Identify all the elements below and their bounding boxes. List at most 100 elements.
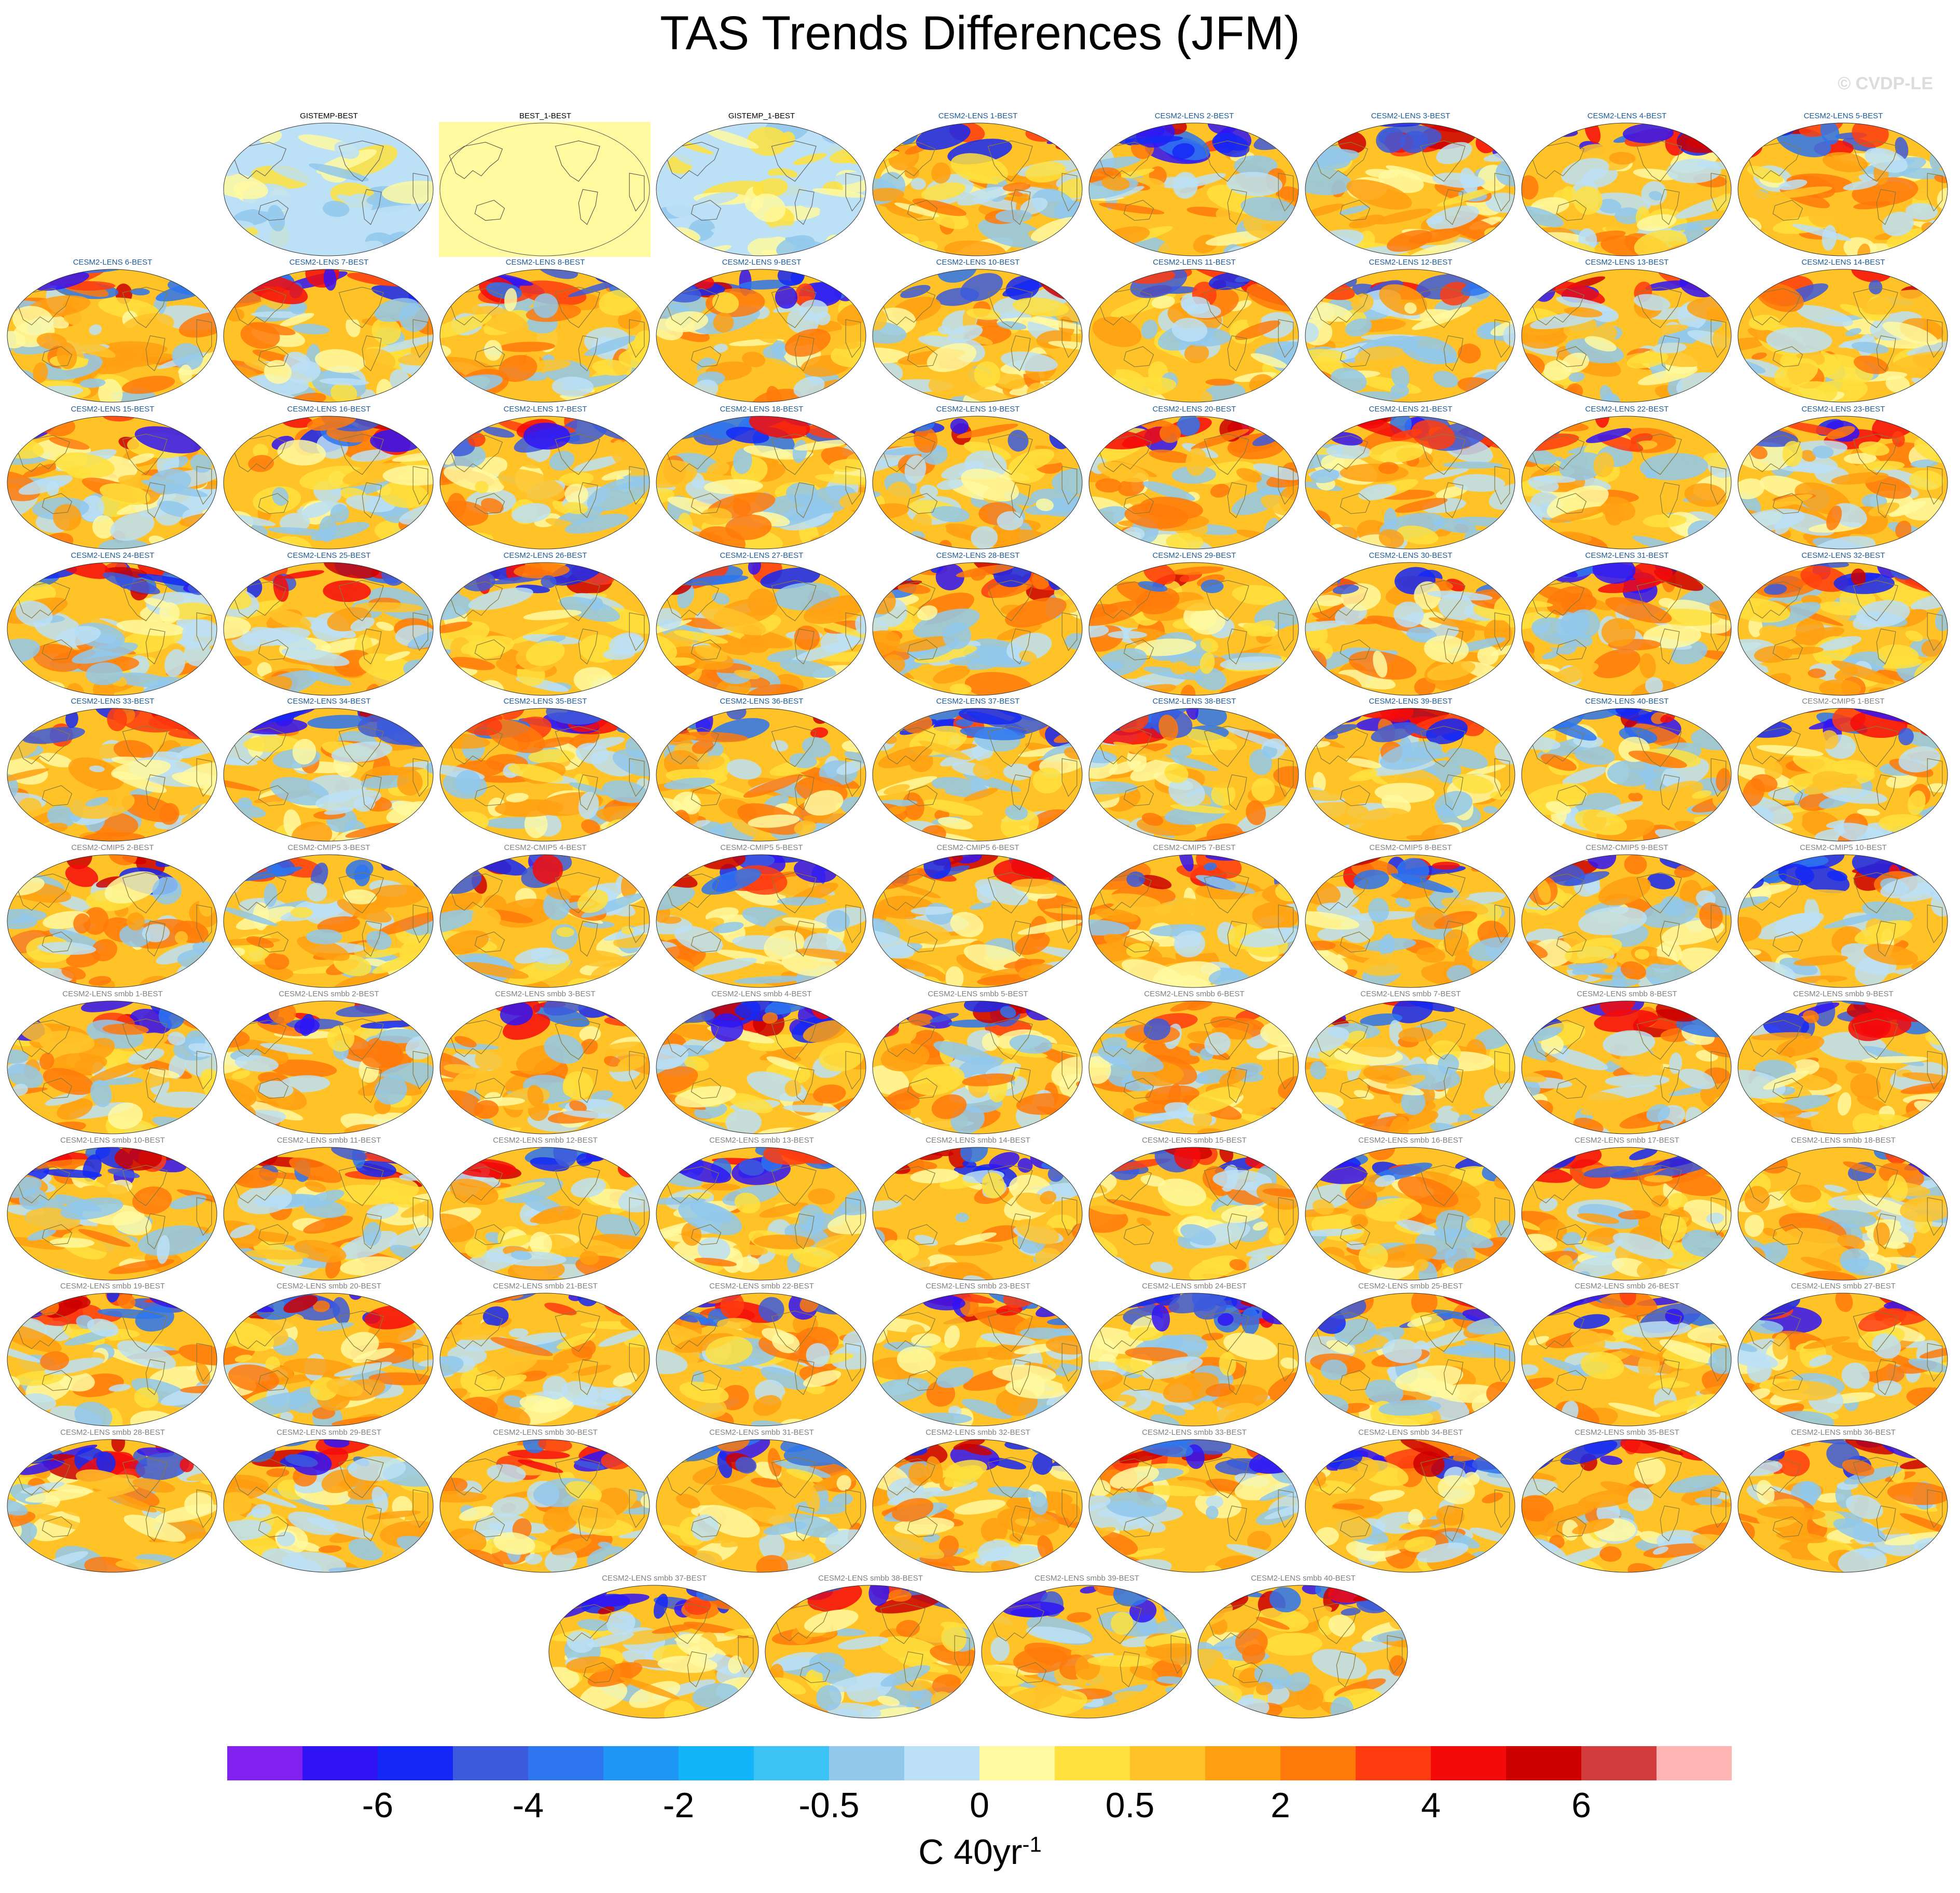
- coastline: [1207, 1604, 1261, 1641]
- coastline: [665, 873, 720, 911]
- coastline: [1011, 1067, 1031, 1103]
- panel-title: GISTEMP_1-BEST: [728, 112, 795, 120]
- units-text: C 40yr: [918, 1832, 1023, 1872]
- coastline: [362, 921, 382, 957]
- colorbar-box: [1431, 1746, 1506, 1780]
- coastline: [16, 1020, 71, 1057]
- panel-title: CESM2-LENS 37-BEST: [936, 697, 1020, 706]
- panel-title: CESM2-CMIP5 4-BEST: [504, 843, 587, 852]
- coastline: [1853, 1457, 1898, 1499]
- panel-cesm2-lens-smbb-1-best: CESM2-LENS smbb 1-BEST: [6, 990, 219, 1136]
- map-cesm2-lens-13-best: [1521, 269, 1732, 403]
- panel-title: CESM2-LENS 24-BEST: [71, 551, 155, 560]
- map-gistemp-best: [223, 122, 434, 256]
- coastline: [42, 785, 73, 806]
- coastline: [1556, 931, 1587, 953]
- globe-outline: [7, 562, 217, 696]
- coastline: [412, 904, 429, 943]
- globe-outline: [656, 122, 866, 256]
- coastline: [232, 142, 287, 179]
- panel-title: CESM2-LENS 3-BEST: [1371, 112, 1451, 120]
- coastline: [845, 319, 861, 358]
- coastline: [1530, 1312, 1585, 1349]
- panel-cesm2-lens-smbb-11-best: CESM2-LENS smbb 11-BEST: [223, 1136, 435, 1282]
- coastline: [1494, 1489, 1510, 1528]
- coastline: [412, 612, 429, 651]
- map-cesm2-lens-14-best: [1737, 269, 1948, 403]
- coastline: [232, 288, 287, 325]
- coastline: [1314, 581, 1369, 619]
- coastline: [145, 482, 165, 518]
- globe-outline: [1737, 1147, 1948, 1281]
- coastline: [771, 286, 817, 328]
- coastline: [1636, 1164, 1682, 1206]
- panel-title: CESM2-LENS smbb 19-BEST: [60, 1282, 165, 1291]
- coastline: [474, 931, 505, 953]
- cvdp-watermark: © CVDP-LE: [1838, 74, 1933, 93]
- globe-outline: [223, 562, 434, 696]
- panel-title: CESM2-LENS 20-BEST: [1152, 405, 1236, 414]
- map-cesm2-lens-smbb-36-best: [1737, 1439, 1948, 1573]
- panel-title: CESM2-LENS 35-BEST: [503, 697, 587, 706]
- coastline: [1098, 435, 1152, 472]
- coastline: [42, 346, 73, 367]
- coastline: [1927, 466, 1943, 505]
- globe-outline: [7, 1147, 217, 1281]
- panel-title: CESM2-LENS 36-BEST: [720, 697, 804, 706]
- coastline: [474, 346, 505, 367]
- panel-title: CESM2-LENS smbb 33-BEST: [1142, 1428, 1247, 1437]
- panel-title: CESM2-LENS smbb 39-BEST: [1034, 1574, 1139, 1583]
- globe-outline: [223, 1293, 434, 1426]
- coastline: [665, 435, 720, 472]
- coastline: [691, 200, 722, 221]
- panel-title: CESM2-LENS smbb 27-BEST: [1791, 1282, 1896, 1291]
- coastline: [1772, 931, 1803, 953]
- colorbar-tick-label: -0.5: [798, 1786, 860, 1825]
- coastline: [794, 921, 815, 957]
- panel-cesm2-lens-smbb-30-best: CESM2-LENS smbb 30-BEST: [439, 1428, 652, 1574]
- globe-outline: [223, 416, 434, 550]
- globe-outline: [1521, 854, 1732, 988]
- trend-field: [656, 563, 866, 695]
- trend-field: [224, 855, 433, 987]
- globe-outline: [1088, 1293, 1299, 1426]
- coastline: [771, 872, 817, 914]
- map-cesm2-lens-2-best: [1088, 122, 1299, 256]
- trend-field: [1089, 416, 1299, 549]
- coastline: [1420, 1310, 1466, 1352]
- coastline: [338, 140, 384, 182]
- colorbar-box: [1356, 1746, 1431, 1780]
- panel-title: CESM2-LENS smbb 7-BEST: [1360, 990, 1461, 998]
- map-cesm2-lens-smbb-30-best: [439, 1439, 650, 1573]
- coastline: [1011, 335, 1031, 372]
- coastline: [196, 612, 212, 651]
- coastline: [1710, 1051, 1727, 1090]
- coastline: [771, 1457, 817, 1499]
- coastline: [691, 346, 722, 367]
- panel-cesm2-lens-smbb-4-best: CESM2-LENS smbb 4-BEST: [655, 990, 868, 1136]
- coastline: [794, 628, 815, 665]
- coastline: [1061, 904, 1078, 943]
- globe-outline: [223, 1439, 434, 1573]
- colorbar-box: [453, 1746, 528, 1780]
- map-cesm2-lens-smbb-12-best: [439, 1147, 650, 1281]
- coastline: [1772, 346, 1803, 367]
- coastline: [555, 1164, 600, 1206]
- globe-outline: [439, 1000, 650, 1134]
- panel-cesm2-lens-smbb-27-best: CESM2-LENS smbb 27-BEST: [1737, 1282, 1950, 1428]
- map-cesm2-lens-33-best: [7, 708, 217, 842]
- coastline: [1443, 189, 1464, 225]
- coastline: [474, 493, 505, 514]
- coastline: [907, 1370, 938, 1391]
- coastline: [1420, 140, 1466, 182]
- coastline: [1853, 140, 1898, 182]
- map-cesm2-lens-25-best: [223, 562, 434, 696]
- coastline: [232, 1458, 287, 1496]
- coastline: [42, 1370, 73, 1391]
- panel-cesm2-lens-smbb-12-best: CESM2-LENS smbb 12-BEST: [439, 1136, 652, 1282]
- panel-cesm2-lens-29-best: CESM2-LENS 29-BEST: [1088, 551, 1301, 697]
- panel-cesm2-cmip5-3-best: CESM2-CMIP5 3-BEST: [223, 843, 435, 990]
- map-cesm2-lens-smbb-18-best: [1737, 1147, 1948, 1281]
- panel-title: CESM2-LENS smbb 34-BEST: [1358, 1428, 1463, 1437]
- coastline: [338, 1018, 384, 1060]
